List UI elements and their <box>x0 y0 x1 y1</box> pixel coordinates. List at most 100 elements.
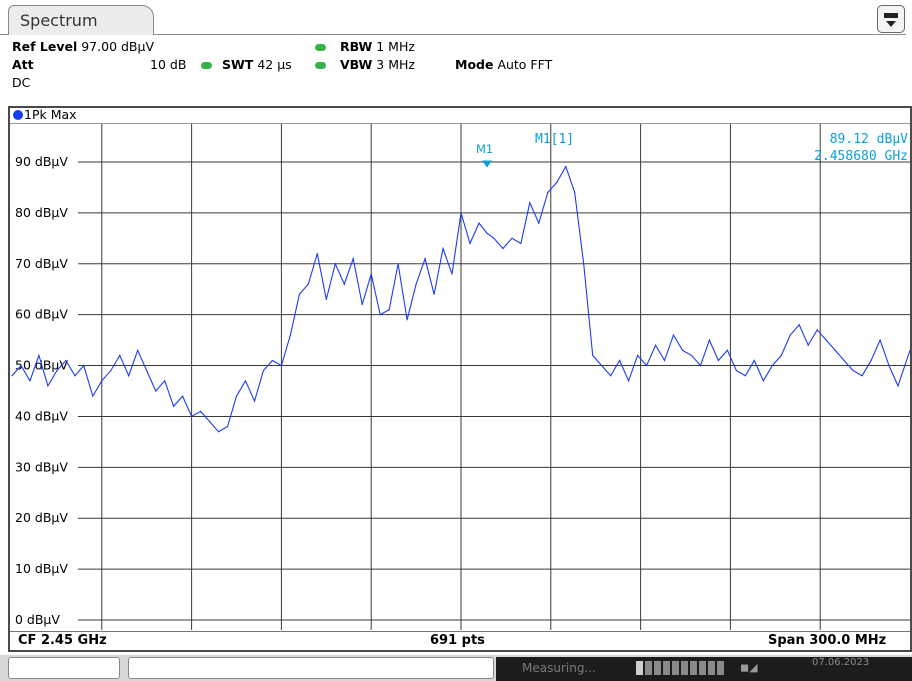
rbw-readout: RBW 1 MHz <box>340 39 415 54</box>
trace-point <box>352 258 354 260</box>
trace-point <box>119 354 121 356</box>
tab-divider <box>154 34 906 35</box>
trace-point <box>289 334 291 336</box>
ref-level-label: Ref Level <box>12 39 78 54</box>
swt-value: 42 µs <box>257 57 292 72</box>
trace-point <box>852 370 854 372</box>
rbw-value: 1 MHz <box>376 39 415 54</box>
vbw-label: VBW <box>340 57 373 72</box>
trace-point <box>663 359 666 362</box>
trace-point <box>271 359 273 362</box>
trace-point <box>538 222 540 224</box>
trace-point <box>200 410 202 412</box>
trace-point <box>173 405 175 407</box>
coupling-value: DC <box>12 75 31 90</box>
trace-point <box>655 344 657 346</box>
trace-point <box>316 253 318 255</box>
trace-point <box>146 370 148 372</box>
trace-point <box>565 166 567 168</box>
menu-icon <box>884 13 898 18</box>
trace-point <box>681 349 684 351</box>
trace-point <box>74 375 76 377</box>
trace-point <box>415 283 417 285</box>
trace-point <box>361 303 363 306</box>
trace-point <box>406 319 408 321</box>
marker-name: M1 <box>476 142 494 156</box>
marker-triangle-icon[interactable] <box>481 160 492 168</box>
trace-point <box>442 247 444 250</box>
trace-point <box>20 365 22 367</box>
y-tick-label: 10 dBµV <box>15 561 68 576</box>
mode-label: Mode <box>455 57 494 72</box>
trace-point <box>262 370 264 372</box>
progress-segment <box>690 661 697 675</box>
progress-segment <box>663 661 670 675</box>
y-tick-label: 90 dBµV <box>15 154 68 169</box>
marker-level: 89.12 dBµV <box>829 132 908 147</box>
trace-point <box>469 242 471 244</box>
att-label-box: Att <box>12 57 34 72</box>
trace-point <box>280 365 282 367</box>
trace-point <box>244 380 247 382</box>
status-box-center[interactable] <box>128 657 494 679</box>
trace-point <box>861 375 863 377</box>
trace-point <box>825 339 827 341</box>
mode-value: Auto FFT <box>497 57 553 72</box>
trace-point <box>155 390 157 392</box>
trace-point <box>128 375 130 377</box>
trace-point <box>478 222 480 224</box>
vbw-value: 3 MHz <box>376 57 415 72</box>
trace-point <box>909 349 911 351</box>
trace-point <box>520 242 522 244</box>
trace-point <box>529 202 531 204</box>
trace-point <box>253 400 256 402</box>
status-box-left[interactable] <box>8 657 120 679</box>
trace-point <box>610 375 612 377</box>
menu-toggle-button[interactable] <box>877 5 905 33</box>
trace-point <box>217 431 220 433</box>
trace-point <box>628 380 630 382</box>
trace-point <box>38 354 40 356</box>
y-tick-label: 30 dBµV <box>15 459 68 474</box>
rbw-label: RBW <box>340 39 373 54</box>
trace-point <box>137 349 139 351</box>
trace-point <box>325 298 327 300</box>
trace-point <box>83 365 85 367</box>
trace-point <box>771 365 773 367</box>
trace-point <box>502 247 504 250</box>
trace-point <box>744 375 747 377</box>
progress-segment <box>636 661 643 675</box>
trace-point <box>226 426 229 428</box>
trace-point <box>11 375 13 377</box>
trace-series <box>11 165 911 433</box>
trace-point <box>574 191 576 194</box>
diagram-frame[interactable] <box>8 106 912 652</box>
status-date: 07.06.2023 <box>812 657 870 668</box>
tab-spectrum[interactable]: Spectrum <box>8 5 154 35</box>
trace-point <box>592 354 594 356</box>
y-tick-label: 0 dBµV <box>15 612 60 627</box>
trace-indicator-icon <box>13 110 23 120</box>
marker-frequency: 2.458680 GHz <box>814 149 908 164</box>
trace-point <box>547 191 549 194</box>
progress-segment <box>654 661 661 675</box>
y-tick-label: 80 dBµV <box>15 205 68 220</box>
trace-point <box>370 273 372 275</box>
trace-point <box>690 354 693 356</box>
trace-point <box>870 359 872 362</box>
rbw-status-icon <box>315 44 326 51</box>
center-frequency: CF 2.45 GHz <box>18 633 107 648</box>
trace-point <box>424 258 426 260</box>
trace-point <box>843 359 845 362</box>
trace-point <box>451 273 453 275</box>
y-tick-label: 70 dBµV <box>15 256 68 271</box>
trace-point <box>209 420 211 423</box>
tab-divider <box>0 34 8 35</box>
trace-point <box>56 370 58 372</box>
y-tick-label: 60 dBµV <box>15 307 68 322</box>
trace-point <box>493 237 495 239</box>
span-value: Span 300.0 MHz <box>768 633 887 648</box>
trace-point <box>807 344 809 346</box>
